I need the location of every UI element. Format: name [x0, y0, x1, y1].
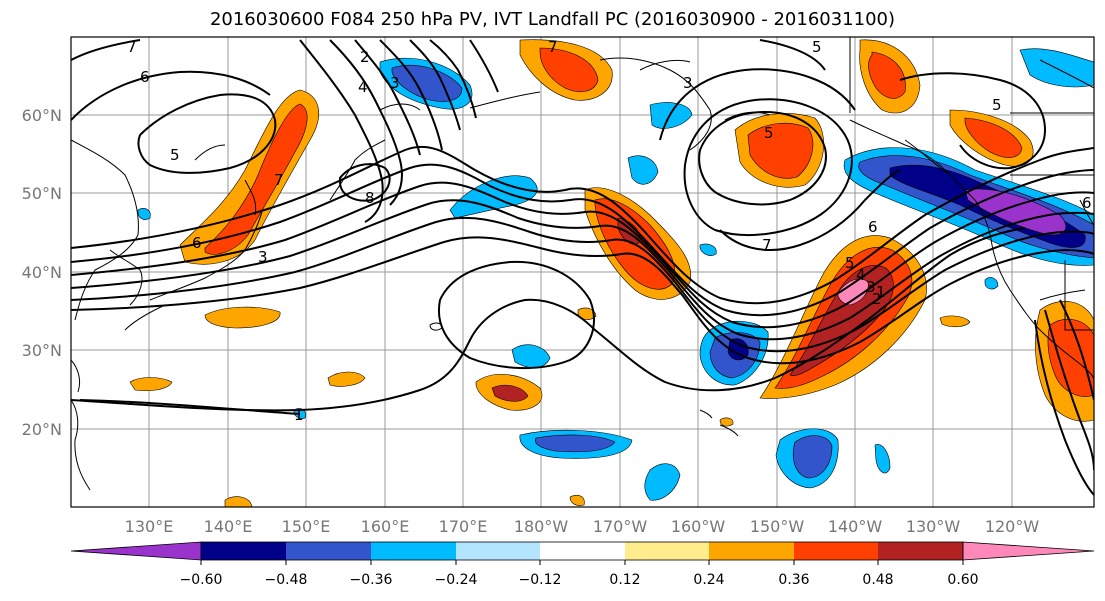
colorbar-tick: 0.60: [947, 572, 978, 588]
longitude-labels: 130°E 140°E 150°E 160°E 170°E 180°W 170°…: [125, 517, 1040, 536]
colorbar-segment: [456, 542, 540, 560]
lon-label: 140°W: [828, 517, 883, 536]
lat-label-30n: 30°N: [22, 341, 62, 360]
colorbar: −0.60 −0.48 −0.36 −0.24 −0.12 0.12 0.24 …: [70, 541, 1095, 588]
contour-label: 4: [358, 78, 368, 96]
colorbar-extend-left: [70, 541, 202, 561]
colorbar-tick: 0.36: [778, 572, 809, 588]
contour-label: 7: [548, 38, 558, 56]
contour-label: 3: [258, 248, 268, 266]
contour-label: 7: [127, 38, 137, 56]
latitude-labels: 60°N 50°N 40°N 30°N 20°N: [22, 106, 62, 439]
map-border: [70, 36, 1095, 508]
lat-label-60n: 60°N: [22, 106, 62, 125]
contour-label: 3: [866, 278, 876, 296]
contour-label: 5: [812, 38, 822, 56]
colorbar-segment: [201, 542, 286, 560]
contour-label: 5: [992, 96, 1002, 114]
contour-label: 5: [845, 254, 855, 272]
lon-label: 160°W: [671, 517, 726, 536]
lon-label: 130°W: [906, 517, 961, 536]
map-title: 2016030600 F084 250 hPa PV, IVT Landfall…: [209, 9, 896, 30]
colorbar-tick: −0.48: [265, 572, 308, 588]
coastlines: [71, 37, 1094, 491]
colorbar-segment: [709, 542, 794, 560]
contour-label: 2: [360, 48, 370, 66]
contour-label: 1: [294, 406, 304, 424]
contour-label: 6: [868, 218, 878, 236]
contour-label: 8: [365, 189, 375, 207]
lon-label: 160°E: [361, 517, 410, 536]
colorbar-tick: 0.12: [609, 572, 640, 588]
contour-label: 4: [856, 266, 866, 284]
colorbar-segment: [625, 542, 709, 560]
colorbar-tick: −0.36: [350, 572, 393, 588]
contour-label: 5: [170, 146, 180, 164]
colorbar-segment: [540, 542, 625, 560]
lon-label: 150°E: [282, 517, 331, 536]
colorbar-segment: [794, 542, 878, 560]
gridlines: [71, 37, 1094, 507]
colorbar-tick: −0.60: [180, 572, 223, 588]
lat-label-50n: 50°N: [22, 184, 62, 203]
contour-label: 6: [1082, 194, 1092, 212]
contour-label: 3: [390, 74, 400, 92]
contour-label: 3: [683, 74, 693, 92]
lon-label: 130°E: [125, 517, 174, 536]
lon-label: 140°E: [204, 517, 253, 536]
contour-label: 6: [192, 234, 202, 252]
colorbar-segment: [286, 542, 371, 560]
lon-label: 150°W: [750, 517, 805, 536]
contour-labels: 7 6 5 2 3 4 8 7 6 3 5 3 5 7 6 5 4 3 2 1 …: [127, 38, 1092, 424]
lon-label: 170°W: [593, 517, 648, 536]
contour-label: 7: [274, 171, 284, 189]
pv-contours: [71, 39, 1094, 496]
lon-label: 120°W: [985, 517, 1040, 536]
colorbar-segment: [878, 542, 963, 560]
colorbar-tick: 0.24: [693, 572, 724, 588]
contour-label: 5: [764, 124, 774, 142]
lat-label-40n: 40°N: [22, 263, 62, 282]
contour-label: 2: [872, 290, 882, 308]
lon-label: 170°E: [439, 517, 488, 536]
contour-label: 1: [876, 283, 886, 301]
contour-label: 7: [762, 236, 772, 254]
lon-label: 180°W: [514, 517, 569, 536]
colorbar-tick: −0.24: [435, 572, 478, 588]
colorbar-extend-right: [962, 541, 1095, 561]
colorbar-tick: −0.12: [519, 572, 562, 588]
colorbar-tick: 0.48: [862, 572, 893, 588]
colorbar-segment: [371, 542, 456, 560]
lat-label-20n: 20°N: [22, 420, 62, 439]
contour-label: 6: [140, 68, 150, 86]
